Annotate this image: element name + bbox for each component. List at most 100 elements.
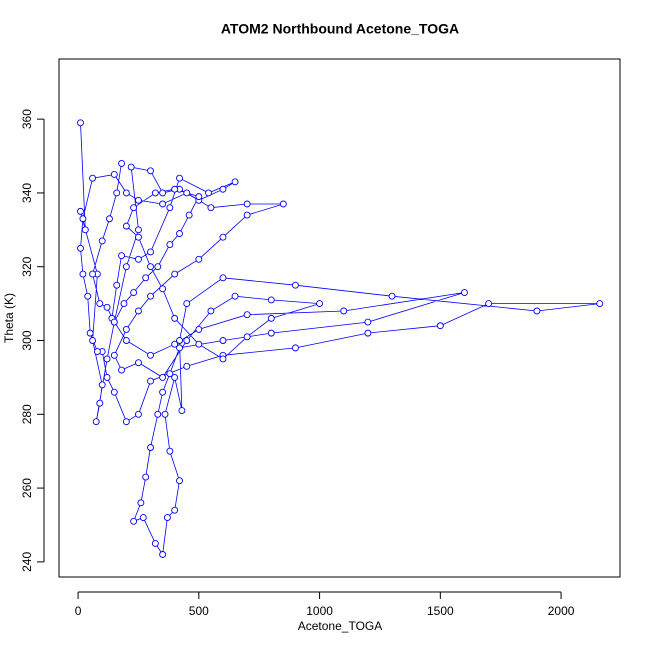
point bbox=[171, 270, 179, 278]
point bbox=[142, 473, 150, 481]
point bbox=[183, 362, 191, 370]
point bbox=[267, 314, 275, 322]
point bbox=[207, 307, 215, 315]
point bbox=[183, 300, 191, 308]
point bbox=[176, 477, 183, 485]
point bbox=[147, 377, 154, 385]
point bbox=[166, 204, 174, 212]
point bbox=[176, 174, 183, 182]
x-tick-label: 2000 bbox=[548, 604, 575, 618]
point bbox=[120, 300, 128, 308]
point bbox=[92, 418, 100, 426]
point bbox=[171, 314, 179, 322]
point bbox=[147, 263, 154, 271]
point bbox=[267, 329, 275, 337]
y-tick-label: 360 bbox=[20, 109, 34, 129]
point bbox=[207, 204, 215, 212]
point bbox=[130, 289, 138, 296]
point bbox=[122, 418, 130, 426]
point bbox=[243, 333, 251, 341]
point bbox=[461, 289, 468, 296]
point bbox=[243, 200, 251, 208]
point bbox=[436, 322, 444, 330]
point bbox=[122, 189, 130, 197]
y-axis-label: Theta (K) bbox=[2, 293, 16, 343]
point bbox=[171, 340, 179, 348]
point bbox=[205, 189, 212, 197]
point bbox=[485, 300, 493, 308]
point bbox=[84, 292, 92, 300]
point bbox=[183, 337, 191, 344]
point bbox=[96, 300, 104, 308]
point bbox=[166, 447, 174, 455]
point bbox=[135, 196, 142, 204]
point bbox=[195, 325, 203, 333]
point bbox=[106, 215, 113, 223]
y-tick-label: 320 bbox=[20, 256, 34, 276]
point bbox=[89, 337, 97, 344]
point bbox=[291, 281, 299, 289]
point bbox=[110, 351, 118, 359]
point bbox=[231, 292, 239, 300]
point bbox=[135, 255, 142, 263]
point bbox=[118, 159, 125, 167]
point bbox=[364, 318, 372, 326]
point bbox=[163, 514, 171, 522]
point bbox=[267, 296, 275, 304]
point bbox=[77, 119, 84, 127]
point bbox=[195, 340, 203, 348]
chart-title: ATOM2 Northbound Acetone_TOGA bbox=[221, 21, 459, 37]
point bbox=[176, 230, 183, 237]
point bbox=[89, 270, 97, 278]
y-tick-label: 240 bbox=[20, 552, 34, 572]
point bbox=[147, 248, 154, 256]
x-axis-label: Acetone_TOGA bbox=[298, 619, 383, 633]
point bbox=[135, 307, 142, 315]
point bbox=[159, 551, 167, 558]
y-tick-label: 340 bbox=[20, 183, 34, 203]
point bbox=[137, 499, 145, 507]
y-tick-label: 260 bbox=[20, 478, 34, 498]
point bbox=[316, 300, 324, 308]
point bbox=[98, 381, 106, 389]
point bbox=[159, 189, 167, 197]
point bbox=[135, 233, 142, 241]
point bbox=[122, 337, 130, 344]
point bbox=[86, 329, 94, 337]
point bbox=[291, 344, 299, 352]
point bbox=[79, 215, 87, 223]
point bbox=[110, 318, 118, 326]
point bbox=[130, 204, 138, 212]
point bbox=[340, 307, 348, 315]
point bbox=[135, 359, 142, 367]
point bbox=[103, 355, 111, 363]
point bbox=[171, 506, 179, 514]
point bbox=[89, 174, 97, 182]
point bbox=[219, 355, 227, 363]
point bbox=[151, 539, 159, 547]
point bbox=[195, 193, 203, 201]
x-tick-label: 500 bbox=[189, 604, 209, 618]
point bbox=[195, 255, 203, 263]
point bbox=[219, 185, 227, 193]
point bbox=[103, 303, 111, 311]
point bbox=[81, 226, 89, 234]
point bbox=[159, 388, 167, 396]
point bbox=[166, 241, 174, 249]
point bbox=[219, 274, 227, 282]
x-tick-label: 1000 bbox=[306, 604, 333, 618]
point bbox=[219, 337, 227, 344]
point bbox=[77, 244, 84, 252]
point bbox=[178, 407, 186, 415]
point bbox=[103, 373, 111, 381]
point bbox=[79, 270, 87, 278]
point bbox=[154, 263, 162, 271]
point bbox=[176, 344, 183, 352]
plot-box bbox=[58, 58, 621, 578]
point bbox=[151, 189, 159, 197]
point bbox=[159, 285, 167, 293]
point bbox=[159, 373, 167, 381]
point bbox=[147, 444, 154, 451]
point bbox=[122, 325, 130, 333]
